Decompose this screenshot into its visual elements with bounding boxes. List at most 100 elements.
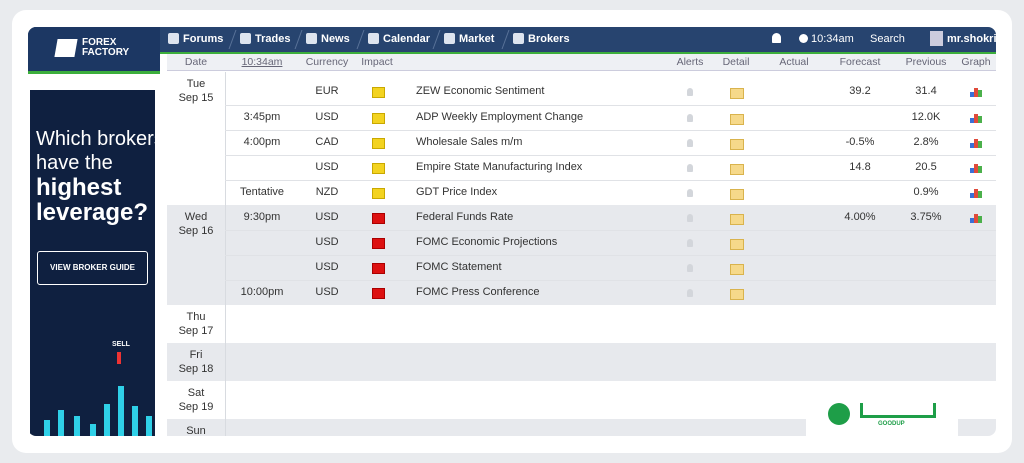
graph-icon[interactable] — [978, 115, 982, 123]
graph-icon[interactable] — [970, 142, 974, 148]
ad-candle — [104, 404, 110, 436]
alert-icon[interactable] — [687, 113, 693, 122]
graph-icon[interactable] — [970, 92, 974, 97]
graph-icon[interactable] — [978, 90, 982, 97]
graph-icon[interactable] — [974, 113, 978, 123]
nav-icon — [368, 33, 379, 44]
alert-icon[interactable] — [687, 288, 693, 297]
event-forecast: 14.8 — [849, 160, 871, 173]
graph-icon[interactable] — [978, 190, 982, 198]
watermark-text: GOODUP — [878, 421, 905, 427]
nav-icon — [240, 33, 251, 44]
bell-icon[interactable] — [772, 33, 781, 43]
detail-icon[interactable] — [730, 238, 744, 250]
detail-icon[interactable] — [730, 263, 744, 275]
event-title[interactable]: Wholesale Sales m/m — [416, 135, 523, 148]
username[interactable]: mr.shokri — [947, 33, 996, 45]
day-date: Sep 19 — [178, 401, 214, 413]
graph-icon[interactable] — [978, 165, 982, 173]
graph-icon[interactable] — [974, 188, 978, 198]
impact-icon[interactable] — [372, 162, 385, 174]
nav-item[interactable]: Trades — [255, 33, 291, 45]
event-title[interactable]: FOMC Economic Projections — [416, 235, 558, 248]
day-group — [167, 305, 996, 344]
nav-icon — [444, 33, 455, 44]
search[interactable]: Search — [870, 33, 905, 45]
graph-icon[interactable] — [974, 163, 978, 173]
alert-icon[interactable] — [687, 88, 693, 96]
ad-panel[interactable]: Which brokers have the highest leverage?… — [30, 90, 164, 436]
event-currency: USD — [315, 110, 339, 123]
day-date: Sep 15 — [178, 92, 214, 104]
detail-icon[interactable] — [730, 88, 744, 99]
avatar — [930, 31, 943, 46]
nav-item[interactable]: Market — [459, 33, 495, 45]
nav-item[interactable]: Forums — [183, 33, 224, 45]
nav-item[interactable]: Calendar — [383, 33, 431, 45]
ad-line: leverage? — [36, 199, 149, 226]
detail-icon[interactable] — [730, 288, 744, 300]
impact-icon[interactable] — [372, 262, 385, 274]
nav-item[interactable]: News — [321, 33, 350, 45]
impact-icon[interactable] — [372, 237, 385, 249]
graph-icon[interactable] — [974, 88, 978, 97]
impact-icon[interactable] — [372, 287, 385, 299]
column-header[interactable]: 10:34am — [241, 56, 283, 68]
impact-icon[interactable] — [372, 137, 385, 149]
impact-icon[interactable] — [372, 212, 385, 224]
nav-item[interactable]: Brokers — [528, 33, 570, 45]
graph-icon[interactable] — [970, 117, 974, 123]
detail-icon[interactable] — [730, 113, 744, 125]
event-title[interactable]: Federal Funds Rate — [416, 210, 514, 223]
event-currency: USD — [315, 235, 339, 248]
alert-icon[interactable] — [687, 138, 693, 147]
alert-icon[interactable] — [687, 263, 693, 272]
event-currency: USD — [315, 210, 339, 223]
day-name: Tue — [186, 78, 206, 90]
watermark-logo — [860, 403, 936, 418]
event-title[interactable]: ADP Weekly Employment Change — [416, 110, 584, 123]
sell-arrow — [117, 352, 121, 364]
graph-icon[interactable] — [970, 167, 974, 173]
ad-candle — [44, 420, 50, 436]
event-currency: EUR — [315, 85, 339, 97]
graph-icon[interactable] — [970, 217, 974, 223]
ad-button[interactable]: VIEW BROKER GUIDE — [37, 251, 148, 285]
detail-icon[interactable] — [730, 188, 744, 200]
graph-icon[interactable] — [978, 215, 982, 223]
detail-icon[interactable] — [730, 213, 744, 225]
detail-icon[interactable] — [730, 138, 744, 150]
alert-icon[interactable] — [687, 213, 693, 222]
alert-icon[interactable] — [687, 238, 693, 247]
impact-icon[interactable] — [372, 187, 385, 199]
event-title[interactable]: GDT Price Index — [416, 185, 498, 198]
event-previous: 2.8% — [913, 135, 939, 148]
column-header: Previous — [905, 56, 947, 68]
alert-icon[interactable] — [687, 188, 693, 197]
alert-icon[interactable] — [687, 163, 693, 172]
day-cell-border — [225, 305, 226, 343]
event-title[interactable]: Empire State Manufacturing Index — [416, 160, 583, 173]
graph-icon[interactable] — [970, 192, 974, 198]
event-currency: USD — [315, 160, 339, 173]
event-time: 4:00pm — [243, 135, 281, 148]
row-separator — [225, 130, 996, 131]
nav-icon — [306, 33, 317, 44]
impact-icon[interactable] — [372, 112, 385, 124]
day-date: Sep 18 — [178, 363, 214, 375]
ad-line: have the — [36, 152, 113, 174]
detail-icon[interactable] — [730, 163, 744, 175]
day-date: Sep 16 — [178, 225, 214, 237]
impact-icon[interactable] — [372, 87, 385, 98]
logo-icon — [54, 39, 78, 57]
graph-icon[interactable] — [978, 140, 982, 148]
event-title[interactable]: FOMC Press Conference — [416, 285, 540, 298]
ad-line: Which brokers — [36, 128, 164, 150]
graph-icon[interactable] — [974, 213, 978, 223]
ad-line: highest — [36, 174, 122, 201]
day-cell-border — [225, 343, 226, 381]
event-title[interactable]: ZEW Economic Sentiment — [416, 85, 545, 97]
event-title[interactable]: FOMC Statement — [416, 260, 502, 273]
event-previous: 20.5 — [915, 160, 937, 173]
graph-icon[interactable] — [974, 138, 978, 148]
